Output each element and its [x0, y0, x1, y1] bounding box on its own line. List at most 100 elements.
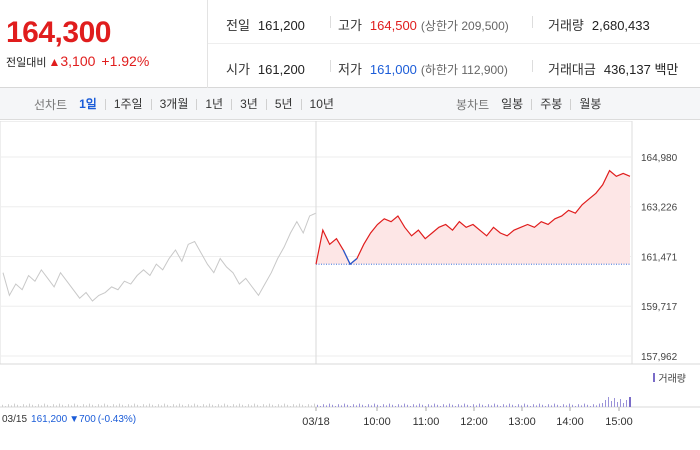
candle-tab-2[interactable]: 월봉 [570, 98, 609, 110]
volume-bar [419, 403, 420, 407]
volume-bar [377, 404, 378, 407]
volume-bar [5, 406, 6, 407]
volume-bar [311, 405, 312, 407]
lower-limit: (하한가 112,900) [420, 63, 508, 77]
volume-bar [68, 404, 69, 407]
volume-bar [188, 404, 189, 407]
volume-bar [617, 402, 618, 407]
volume-bar [140, 406, 141, 407]
chart-toolbar: 선차트 1일 1주일 3개월 1년 3년 5년 10년 봉차트 일봉 주봉 월봉 [0, 88, 700, 120]
volume-bar [500, 406, 501, 407]
volume-bar [365, 406, 366, 407]
prev-close-cell: 전일 161,200 [226, 15, 305, 34]
gain-area [316, 170, 630, 265]
volume-bar [572, 404, 573, 407]
volume-bar [194, 403, 195, 407]
volume-bar [581, 405, 582, 407]
volume-bar [593, 404, 594, 407]
period-tab-0[interactable]: 1일 [79, 96, 97, 111]
y-tick-label: 159,717 [641, 302, 678, 313]
volume-bar [323, 404, 324, 407]
volume-bar [605, 400, 606, 407]
volume-bar [11, 405, 12, 407]
volume-bar [230, 406, 231, 407]
high-cell: 고가 164,500 (상한가 209,500) [338, 15, 509, 34]
volume-bar [152, 404, 153, 407]
volume-legend-label: 거래량 [658, 374, 686, 385]
price-change: 전일대비 ▲3,100 +1.92% [6, 53, 149, 70]
volume-bar [131, 405, 132, 407]
volume-bar [515, 406, 516, 407]
volume-bar [569, 403, 570, 407]
volume-bar [260, 406, 261, 407]
volume-bar [422, 404, 423, 407]
up-arrow-icon: ▲ [48, 55, 61, 69]
volume-bar [299, 403, 300, 407]
volume-bar [380, 406, 381, 407]
volume-swatch [653, 373, 656, 382]
period-tab-3[interactable]: 1년 [196, 98, 231, 110]
period-tab-6[interactable]: 10년 [300, 98, 342, 110]
volume-bar [437, 404, 438, 407]
volume-bar [212, 404, 213, 407]
price-chart[interactable]: 164,980 163,226 161,471 159,717 157,962 03/18… [0, 121, 700, 450]
prev-price: 161,200 [31, 414, 68, 425]
prev-close-label: 전일 [226, 18, 250, 33]
volume-bar [146, 405, 147, 407]
volume-bar [560, 406, 561, 407]
candle-chart-title: 봉차트 [456, 97, 490, 112]
prev-day-line [2, 212, 317, 302]
volume-bar [266, 405, 267, 407]
volume-bar [125, 406, 126, 407]
x-tick-label: 15:00 [605, 416, 633, 428]
volume-bar [167, 404, 168, 407]
volume-bar [536, 405, 537, 407]
volume-bar [56, 405, 57, 407]
x-tick-label: 12:00 [460, 416, 488, 428]
x-tick-label: 11:00 [413, 416, 440, 428]
candle-tab-1[interactable]: 주봉 [531, 98, 570, 110]
volume-bar [551, 405, 552, 407]
volume-bar [545, 406, 546, 407]
volume-bar [218, 404, 219, 407]
candle-tab-0[interactable]: 일봉 [501, 96, 524, 111]
period-tab-5[interactable]: 5년 [265, 98, 301, 110]
volume-bar [89, 403, 90, 407]
period-tab-2[interactable]: 3개월 [150, 98, 197, 110]
period-tab-1[interactable]: 1주일 [104, 98, 151, 110]
volume-bar [602, 403, 603, 407]
volume-bar [440, 406, 441, 407]
volume-bar [272, 404, 273, 407]
volume-bar [359, 403, 360, 407]
current-price: 164,300 [6, 16, 111, 49]
volume-bar [494, 403, 495, 407]
info-row-2: 시가 161,200 저가 161,000 (하한가 112,900) 거래대금 436… [208, 44, 700, 88]
x-tick-label: 10:00 [363, 416, 391, 428]
volume-bar [278, 404, 279, 407]
volume-bar [386, 405, 387, 407]
divider [532, 60, 533, 72]
price-box: 164,300 전일대비 ▲3,100 +1.92% [0, 0, 208, 88]
volume-bar [185, 406, 186, 407]
volume-bar [395, 406, 396, 407]
volume-bar [155, 406, 156, 407]
y-tick-label: 157,962 [641, 352, 678, 363]
volume-bar [473, 404, 474, 407]
volume-bar [599, 403, 600, 407]
volume-bar [293, 404, 294, 407]
volume-bar [248, 404, 249, 407]
volume-bar [173, 404, 174, 407]
volume-bar [122, 404, 123, 407]
volume-bar [356, 405, 357, 407]
volume-bar [416, 405, 417, 407]
volume-bar [371, 405, 372, 407]
volume-label: 거래량 [548, 18, 584, 33]
period-tab-4[interactable]: 3년 [231, 98, 266, 110]
volume-bar [470, 406, 471, 407]
volume-bar [158, 404, 159, 407]
volume-bar [200, 406, 201, 407]
volume-bar [452, 404, 453, 407]
volume-bar [446, 405, 447, 407]
volume-bar [476, 405, 477, 407]
volume-bar [620, 399, 621, 407]
